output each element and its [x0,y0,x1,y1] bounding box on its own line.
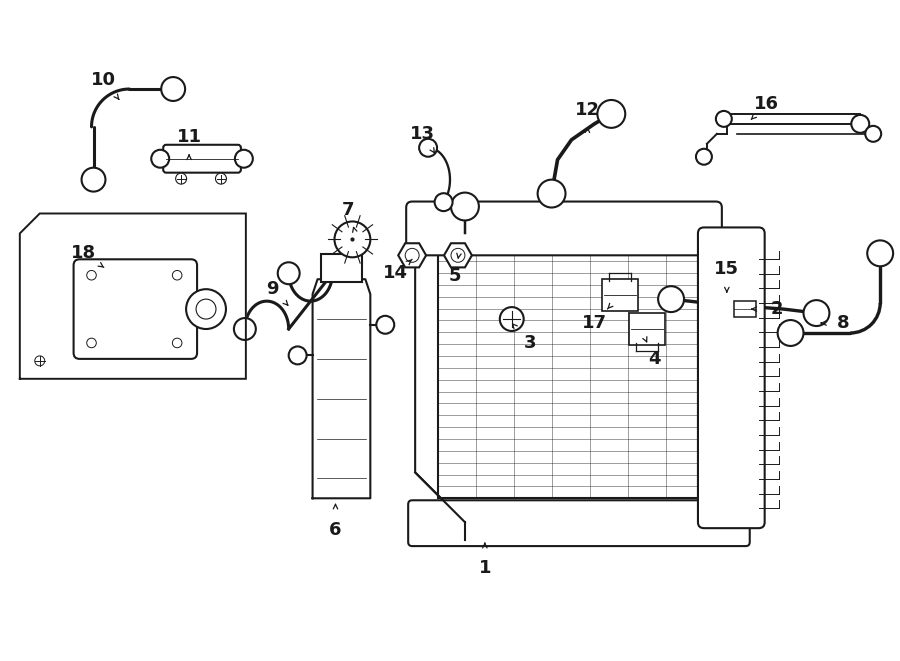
Text: 18: 18 [71,245,96,262]
Circle shape [804,300,830,326]
Circle shape [234,318,256,340]
Circle shape [851,115,869,133]
Circle shape [86,270,96,280]
Text: 7: 7 [342,200,355,219]
Circle shape [35,356,45,366]
Text: 4: 4 [648,350,661,368]
Circle shape [451,192,479,221]
Text: 11: 11 [176,128,202,146]
FancyBboxPatch shape [698,227,765,528]
FancyBboxPatch shape [409,500,750,546]
FancyBboxPatch shape [629,313,665,345]
Text: 6: 6 [329,521,342,539]
Polygon shape [20,214,246,379]
Circle shape [173,338,182,348]
FancyBboxPatch shape [602,279,638,311]
Circle shape [161,77,185,101]
Circle shape [215,173,227,184]
Text: 10: 10 [91,71,116,89]
Circle shape [658,286,684,312]
Text: 17: 17 [582,314,607,332]
Circle shape [86,338,96,348]
Text: 13: 13 [410,125,435,143]
Circle shape [176,173,186,184]
Circle shape [289,346,307,364]
Circle shape [778,320,804,346]
Polygon shape [312,279,370,498]
Circle shape [500,307,524,331]
Circle shape [598,100,626,128]
FancyBboxPatch shape [163,145,241,173]
Bar [438,249,704,498]
Circle shape [451,249,465,262]
Circle shape [151,150,169,168]
Text: 3: 3 [524,334,536,352]
Circle shape [435,193,453,211]
Circle shape [405,249,419,262]
Circle shape [868,241,893,266]
Text: 9: 9 [266,280,279,298]
Circle shape [186,289,226,329]
Circle shape [376,316,394,334]
Bar [734,301,756,317]
Polygon shape [415,233,751,522]
Text: 2: 2 [770,300,783,318]
Circle shape [696,149,712,165]
Text: 8: 8 [837,314,850,332]
Circle shape [196,299,216,319]
Text: 1: 1 [479,559,491,577]
FancyBboxPatch shape [74,259,197,359]
Circle shape [716,111,732,127]
Circle shape [173,270,182,280]
Circle shape [235,150,253,168]
Circle shape [82,168,105,192]
Circle shape [419,139,437,157]
Circle shape [865,126,881,142]
Text: 15: 15 [715,260,739,278]
Text: 5: 5 [449,267,461,286]
Bar [320,254,363,282]
Circle shape [335,221,370,257]
Circle shape [278,262,300,284]
Text: 16: 16 [754,95,779,113]
FancyBboxPatch shape [406,202,722,255]
Text: 12: 12 [575,101,600,119]
Circle shape [537,180,565,208]
Text: 14: 14 [382,264,408,282]
